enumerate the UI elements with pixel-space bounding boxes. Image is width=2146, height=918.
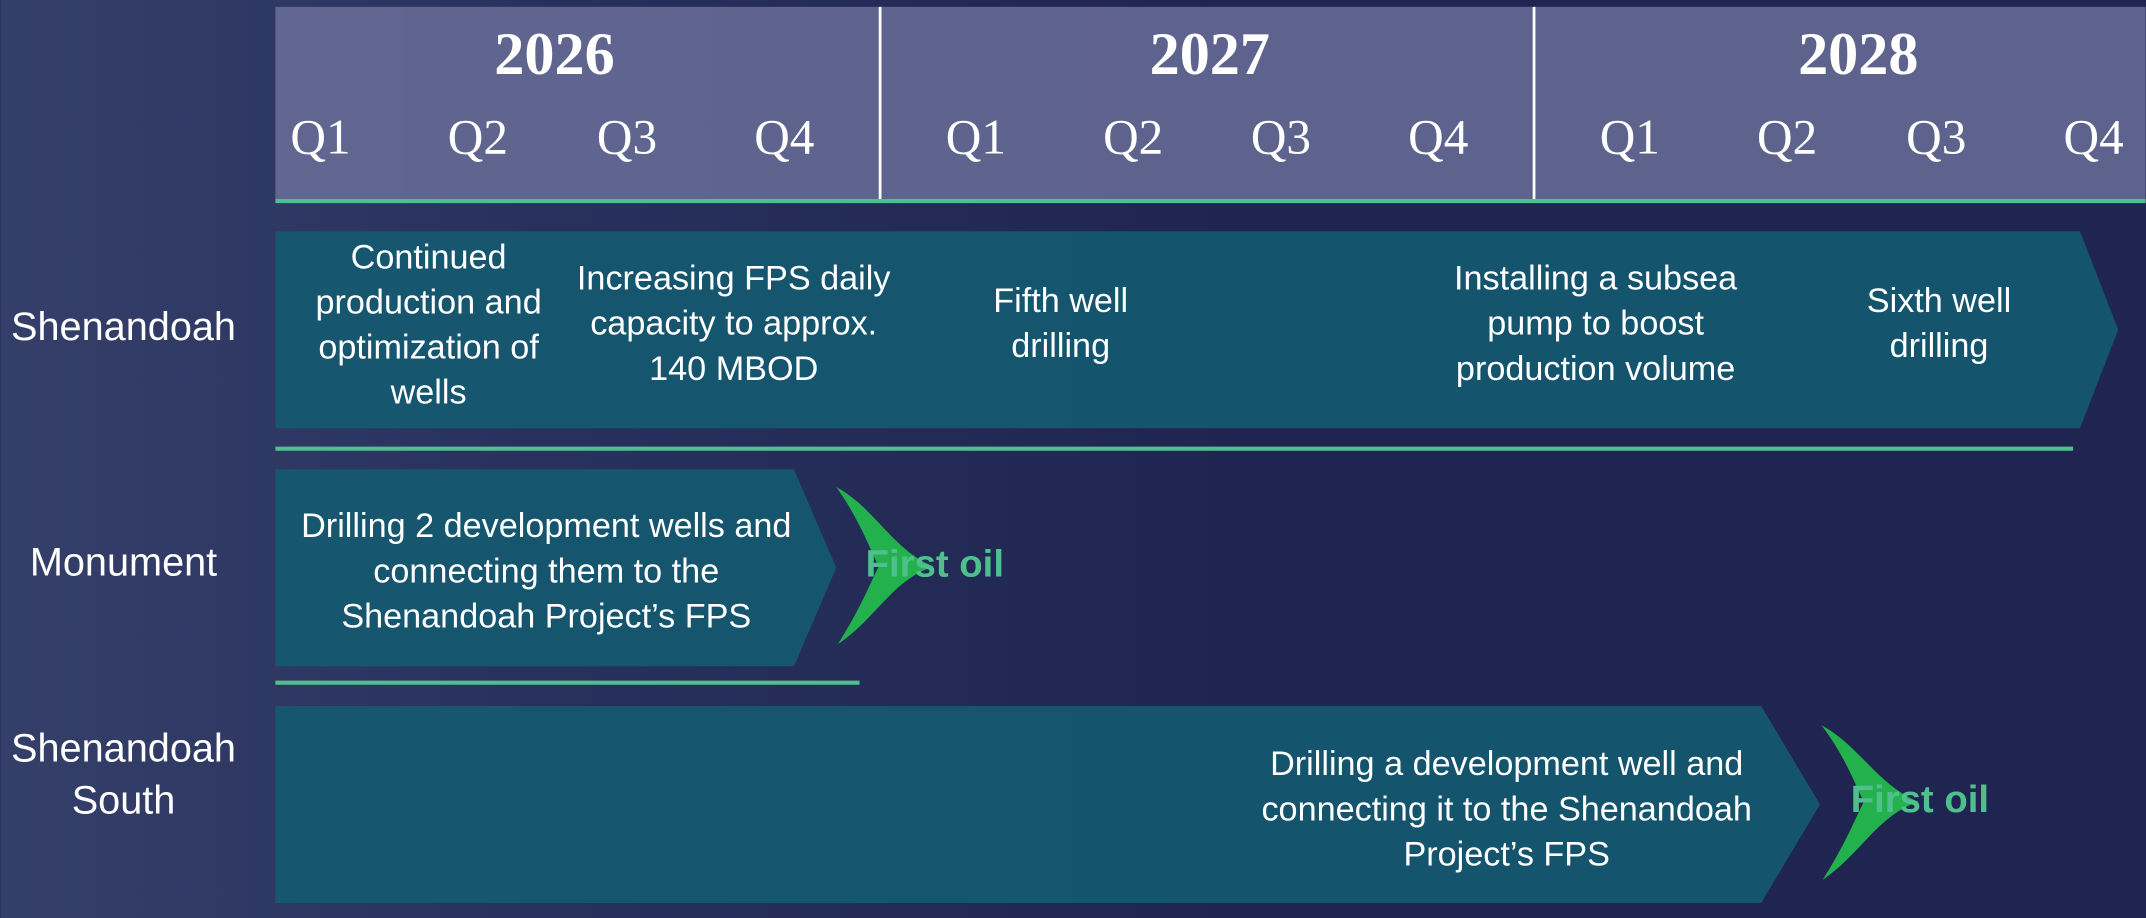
quarter-label: Q3 bbox=[1906, 110, 1966, 165]
activity-text: optimization of bbox=[318, 329, 539, 367]
quarter-label: Q2 bbox=[1757, 110, 1817, 165]
quarter-label: Q2 bbox=[1103, 110, 1163, 165]
quarter-label: Q1 bbox=[1600, 110, 1660, 165]
activity-text: pump to boost bbox=[1487, 305, 1704, 343]
row-label: Shenandoah bbox=[11, 305, 236, 349]
header-panel bbox=[275, 6, 2146, 202]
quarter-label: Q1 bbox=[946, 110, 1006, 165]
activity-text: 140 MBOD bbox=[649, 350, 818, 388]
quarter-label: Q2 bbox=[448, 110, 508, 165]
milestone-icon bbox=[1821, 725, 1919, 880]
activity-text: connecting it to the Shenandoah bbox=[1261, 790, 1751, 828]
activity-text: capacity to approx. bbox=[590, 305, 877, 343]
row-label: Monument bbox=[30, 541, 217, 585]
quarter-label: Q4 bbox=[1408, 110, 1468, 165]
row-bar bbox=[275, 469, 837, 667]
quarter-label: Q4 bbox=[2064, 110, 2124, 165]
activity-text: Shenandoah Project’s FPS bbox=[341, 597, 751, 635]
year-label: 2026 bbox=[494, 21, 614, 88]
activity-text: wells bbox=[390, 374, 467, 412]
milestone-label: First oil bbox=[866, 543, 1004, 586]
row-bar bbox=[275, 705, 1820, 903]
quarter-label: Q1 bbox=[290, 110, 350, 165]
activity-text: connecting them to the bbox=[373, 552, 719, 590]
activity-text: Installing a subsea bbox=[1454, 259, 1738, 297]
activity-text: drilling bbox=[1890, 327, 1989, 365]
activity-text: Drilling 2 development wells and bbox=[301, 507, 791, 545]
activity-text: production and bbox=[316, 283, 542, 321]
quarter-label: Q3 bbox=[1251, 110, 1311, 165]
year-label: 2028 bbox=[1798, 21, 1918, 88]
activity-text: Project’s FPS bbox=[1403, 835, 1609, 873]
activity-text: Increasing FPS daily bbox=[577, 259, 891, 297]
milestone-label: First oil bbox=[1851, 778, 1989, 821]
activity-text: Drilling a development well and bbox=[1270, 745, 1743, 783]
row-label: South bbox=[72, 779, 176, 823]
activity-text: Fifth well bbox=[993, 282, 1128, 320]
activity-text: Sixth well bbox=[1867, 282, 2011, 320]
activity-text: Continued bbox=[351, 238, 507, 276]
activity-text: drilling bbox=[1011, 327, 1110, 365]
year-label: 2027 bbox=[1150, 21, 1270, 88]
quarter-label: Q3 bbox=[597, 110, 657, 165]
row-bar bbox=[275, 231, 2119, 429]
activity-text: production volume bbox=[1456, 350, 1735, 388]
row-label: Shenandoah bbox=[11, 727, 236, 771]
milestone-icon bbox=[836, 487, 934, 645]
quarter-label: Q4 bbox=[754, 110, 814, 165]
